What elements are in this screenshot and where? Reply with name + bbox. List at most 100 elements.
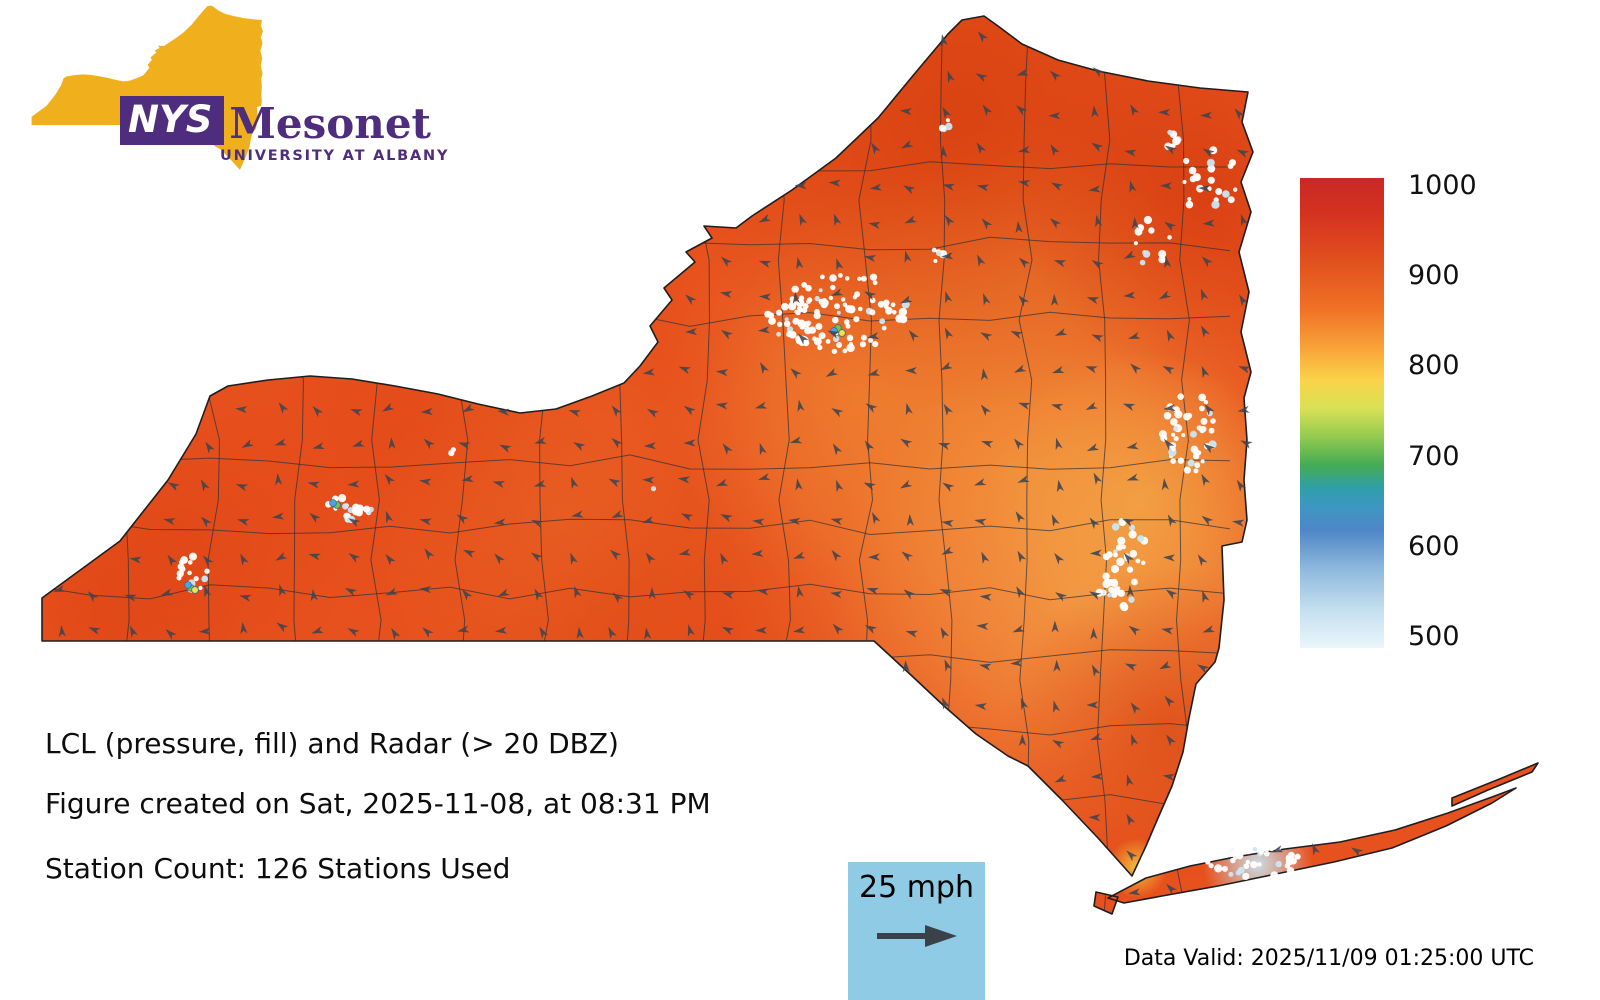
wind-arrow bbox=[942, 482, 955, 493]
wind-arrow bbox=[1204, 403, 1215, 416]
radar-dot bbox=[791, 285, 799, 293]
wind-arrow bbox=[941, 252, 954, 260]
wind-arrow bbox=[980, 404, 992, 417]
wind-arrow bbox=[1124, 663, 1138, 672]
station-count-text: Station Count: 126 Stations Used bbox=[45, 852, 511, 885]
radar-dot bbox=[187, 570, 192, 576]
wind-arrow bbox=[534, 436, 547, 444]
wind-arrow bbox=[1017, 475, 1030, 483]
wind-arrow bbox=[1121, 518, 1135, 527]
colorbar-tick-labels: 1000 900 800 700 600 500 bbox=[1408, 172, 1477, 650]
radar-dot bbox=[351, 507, 360, 516]
wind-arrow bbox=[938, 443, 951, 450]
radar-dot bbox=[1167, 235, 1172, 240]
wind-arrow bbox=[1051, 366, 1065, 374]
wind-arrow bbox=[278, 402, 289, 414]
radar-dot bbox=[1200, 417, 1208, 425]
wind-arrow bbox=[940, 145, 948, 158]
wind-arrow bbox=[609, 549, 622, 561]
radar-dot bbox=[1239, 853, 1244, 858]
wind-arrow bbox=[976, 622, 989, 631]
wind-arrow bbox=[1123, 291, 1136, 299]
wind-arrow bbox=[1130, 363, 1142, 375]
wind-arrow bbox=[1162, 554, 1176, 562]
wind-arrow bbox=[1197, 554, 1208, 567]
figure-title: LCL (pressure, fill) and Radar (> 20 DBZ… bbox=[45, 727, 619, 760]
wind-arrow bbox=[1050, 144, 1060, 157]
wind-arrow bbox=[276, 622, 289, 633]
radar-dot bbox=[1177, 457, 1185, 464]
wind-arrow bbox=[129, 556, 142, 564]
wind-arrow bbox=[1013, 364, 1027, 373]
colorbar-tick-label: 900 bbox=[1408, 260, 1460, 292]
radar-dot bbox=[1227, 163, 1234, 170]
radar-dot bbox=[1233, 187, 1238, 192]
radar-dot bbox=[1194, 462, 1201, 469]
wind-arrow bbox=[687, 624, 695, 637]
wind-arrow bbox=[1203, 443, 1216, 454]
wind-arrow bbox=[759, 442, 767, 456]
radar-dot bbox=[1187, 197, 1192, 201]
wind-arrow bbox=[866, 332, 880, 340]
wind-arrow bbox=[235, 483, 249, 492]
wind-arrow bbox=[533, 479, 547, 487]
wind-arrow bbox=[836, 258, 844, 271]
wind-arrow bbox=[423, 438, 435, 450]
wind-arrow bbox=[648, 587, 656, 600]
wind-arrow bbox=[900, 295, 913, 304]
wind-arrow bbox=[1200, 325, 1210, 338]
wind-arrow bbox=[124, 594, 137, 602]
wind-arrow bbox=[1086, 297, 1100, 305]
wind-arrow bbox=[830, 518, 843, 526]
wind-arrow bbox=[1053, 260, 1067, 268]
wind-arrow bbox=[979, 593, 992, 601]
radar-dot bbox=[836, 310, 841, 315]
wind-arrow bbox=[1166, 329, 1176, 343]
wind-arrow bbox=[795, 478, 803, 491]
radar-dot bbox=[1186, 412, 1193, 419]
wind-arrow bbox=[719, 291, 733, 299]
wind-arrow bbox=[611, 405, 622, 418]
radar-dot bbox=[1193, 468, 1199, 474]
wind-arrow bbox=[1051, 620, 1059, 633]
wind-arrow bbox=[568, 410, 582, 418]
radar-dot bbox=[188, 560, 193, 565]
radar-dot bbox=[1160, 434, 1168, 442]
wind-arrow bbox=[757, 473, 771, 481]
wind-arrow bbox=[1166, 883, 1178, 895]
radar-dot bbox=[1211, 200, 1220, 209]
wind-arrow bbox=[352, 439, 365, 447]
radar-dot bbox=[852, 295, 858, 300]
radar-dot bbox=[1170, 143, 1176, 149]
radar-dot bbox=[799, 299, 805, 305]
wind-arrow bbox=[419, 518, 432, 526]
radar-dot bbox=[1237, 866, 1245, 874]
wind-arrow bbox=[979, 663, 992, 671]
wind-arrow bbox=[1234, 108, 1245, 120]
radar-dot bbox=[1275, 860, 1282, 868]
wind-arrow bbox=[391, 627, 401, 640]
wind-arrow bbox=[1202, 625, 1215, 633]
wind-arrow bbox=[419, 586, 432, 594]
wind-arrow bbox=[350, 409, 363, 417]
radar-dot bbox=[857, 276, 862, 281]
wind-arrow bbox=[720, 329, 733, 340]
wind-arrow bbox=[58, 625, 66, 638]
wind-arrow bbox=[576, 626, 584, 640]
wind-arrow bbox=[347, 480, 360, 488]
radar-dot bbox=[879, 318, 886, 325]
wind-arrow bbox=[1165, 589, 1178, 600]
wind-arrow bbox=[348, 518, 361, 528]
wind-arrow bbox=[678, 548, 692, 556]
wind-arrow bbox=[312, 442, 325, 450]
radar-dot bbox=[1141, 560, 1146, 565]
radar-dot bbox=[1136, 224, 1145, 232]
wind-arrow bbox=[683, 590, 696, 601]
wind-arrow bbox=[241, 439, 254, 448]
wind-arrow bbox=[571, 510, 584, 518]
wind-arrow bbox=[1088, 814, 1101, 822]
wind-arrow bbox=[384, 473, 395, 486]
wind-arrow bbox=[944, 214, 955, 227]
radar-dot bbox=[1139, 259, 1146, 266]
